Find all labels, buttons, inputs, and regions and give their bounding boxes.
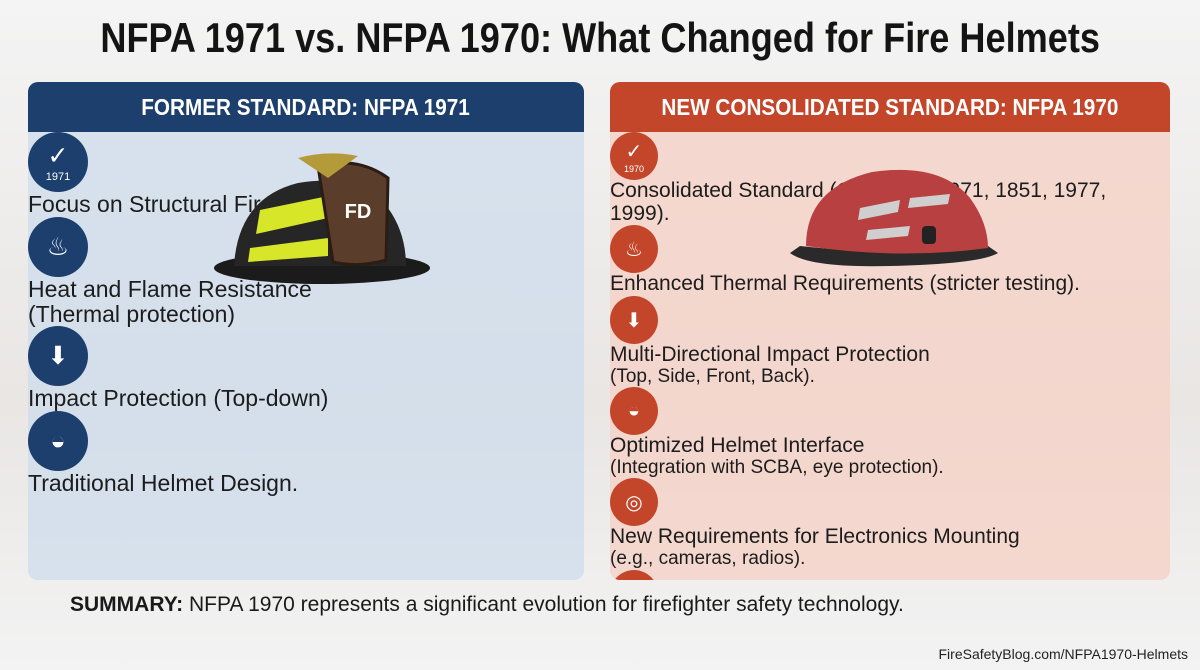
heading-text: NEW CONSOLIDATED STANDARD: NFPA 1970: [661, 94, 1119, 120]
feature-note: (Top, Side, Front, Back).: [610, 365, 815, 387]
feature-text: Heat and Flame Resistance (Thermal protec…: [28, 276, 528, 327]
helmet-illustration: FD: [214, 153, 430, 284]
helmet-illustration: [790, 169, 998, 267]
feature-main: Enhanced Thermal Requirements (stricter …: [610, 272, 1080, 296]
feature-icon: ⬇: [28, 326, 88, 387]
feature-note: (Thermal protection): [28, 300, 236, 327]
feature-main: Traditional Helmet Design.: [28, 470, 299, 497]
icon-badge: 1970: [623, 163, 645, 174]
feature-icon: ✓ 1970: [610, 132, 658, 180]
feature-text: Traditional Helmet Design.: [28, 471, 528, 496]
feature-main: Optimized Helmet Interface: [610, 434, 865, 458]
panel-heading: FORMER STANDARD: NFPA 1971: [28, 82, 584, 132]
icon-glyph: ◎: [625, 491, 643, 514]
feature-icon: ♨: [610, 225, 658, 274]
feature-note: (Integration with SCBA, eye protection).: [610, 456, 944, 478]
feature-main: Impact Protection (Top-down): [28, 385, 329, 412]
summary: SUMMARY: NFPA 1970 represents a signific…: [70, 593, 904, 617]
feature-icon: ⚙: [610, 569, 658, 580]
feature-item: ◒ Traditional Helmet Design.: [28, 411, 528, 496]
feature-item: ⬇ Impact Protection (Top-down): [28, 326, 528, 411]
icon-glyph: ⬇: [47, 342, 69, 371]
feature-text: Optimized Helmet Interface (Integration w…: [610, 434, 1140, 478]
feature-text: Multi-Directional Impact Protection (Top,…: [610, 343, 1140, 387]
summary-label: SUMMARY:: [70, 593, 184, 616]
feature-item: ♨ Heat and Flame Resistance (Thermal prote…: [28, 216, 528, 327]
heading-text: FORMER STANDARD: NFPA 1971: [141, 94, 471, 120]
icon-glyph: ◒: [50, 426, 66, 455]
title-wrap: NFPA 1971 vs. NFPA 1970: What Changed fo…: [0, 14, 1200, 62]
feature-item: ♨ Enhanced Thermal Requirements (stricter…: [610, 225, 1140, 296]
new-panel: NEW CONSOLIDATED STANDARD: NFPA 1970 ✓ 19…: [610, 82, 1170, 580]
icon-glyph: ◒: [627, 399, 641, 422]
helmet-label: FD: [345, 201, 372, 223]
feature-item: ⚙Updated Retention System Standards.: [610, 569, 1140, 580]
former-panel: FORMER STANDARD: NFPA 1971 FD ✓ 1971 Focus…: [28, 82, 584, 580]
feature-item: ◎ New Requirements for Electronics Mounti…: [610, 478, 1140, 569]
feature-text: Enhanced Thermal Requirements (stricter …: [610, 273, 1140, 296]
feature-icon: ◎: [610, 478, 658, 527]
feature-icon: ◒: [28, 411, 88, 472]
summary-text: NFPA 1970 represents a significant evolu…: [189, 593, 904, 616]
feature-item: ◒ Optimized Helmet Interface (Integration …: [610, 387, 1140, 478]
feature-text: Impact Protection (Top-down): [28, 386, 528, 411]
feature-main: Multi-Directional Impact Protection: [610, 343, 930, 367]
feature-icon: ✓ 1971: [28, 132, 88, 192]
footer: FireSafetyBlog.com/NFPA1970-Helmets: [938, 646, 1189, 662]
feature-text: New Requirements for Electronics Mountin…: [610, 526, 1140, 569]
icon-glyph: ✓: [47, 142, 69, 170]
feature-item: ⬇ Multi-Directional Impact Protection (Top…: [610, 296, 1140, 387]
icon-glyph: ♨: [46, 232, 70, 261]
feature-icon: ⬇: [610, 296, 658, 345]
title: NFPA 1971 vs. NFPA 1970: What Changed fo…: [100, 14, 1100, 61]
feature-note: (e.g., cameras, radios).: [610, 548, 806, 570]
icon-glyph: ✓: [625, 140, 643, 163]
icon-badge: 1971: [45, 171, 71, 183]
panel-heading: NEW CONSOLIDATED STANDARD: NFPA 1970: [610, 82, 1170, 132]
icon-glyph: ♨: [624, 238, 644, 261]
icon-glyph: ⬇: [625, 309, 643, 332]
feature-icon: ♨: [28, 216, 88, 277]
feature-icon: ◒: [610, 387, 658, 436]
feature-main: New Requirements for Electronics Mountin…: [610, 525, 1020, 549]
